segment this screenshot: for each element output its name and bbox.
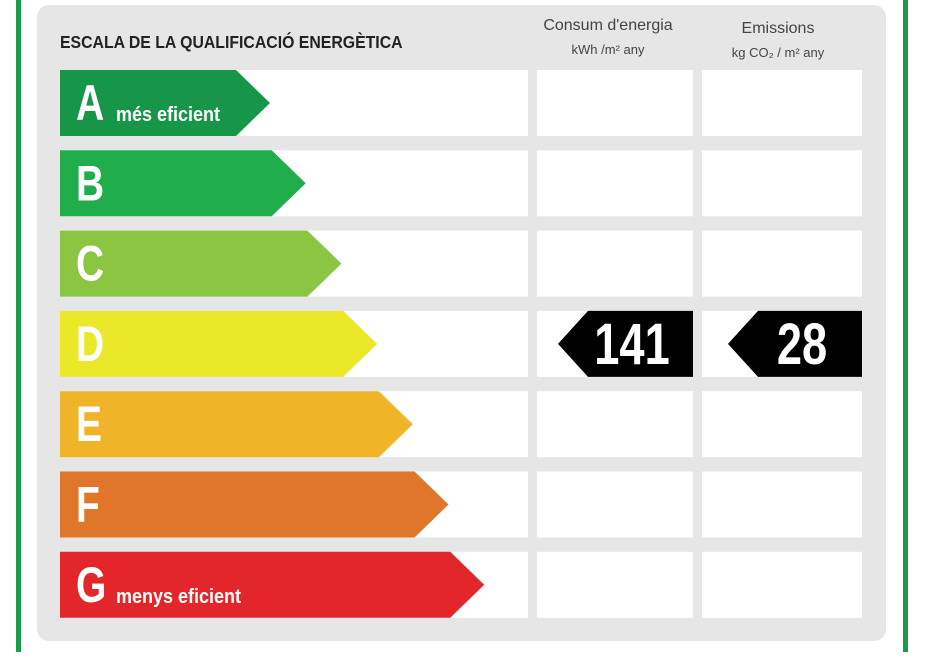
emissions-value: 28: [777, 313, 827, 378]
cell: [702, 230, 862, 297]
cell: [702, 391, 862, 458]
column-unit: kg CO₂ / m² any: [732, 45, 825, 60]
rating-note: menys eficient: [116, 586, 242, 608]
title: ESCALA DE LA QUALIFICACIÓ ENERGÈTICA: [60, 32, 403, 52]
cell: [537, 70, 693, 136]
value-pointer: [728, 310, 862, 377]
cell: [702, 70, 862, 136]
rating-letter: F: [76, 476, 100, 533]
rating-arrow: [60, 230, 342, 297]
rating-arrow: [60, 310, 378, 377]
rating-letter: G: [76, 556, 106, 613]
rating-letter: E: [76, 395, 102, 452]
rating-letter: C: [76, 235, 104, 292]
value-pointer: [558, 310, 693, 377]
column-unit: kWh /m² any: [572, 42, 645, 57]
cell: [702, 551, 862, 618]
column-label: Emissions: [742, 20, 815, 37]
rating-arrow: [60, 471, 449, 538]
cell: [537, 391, 693, 458]
rating-arrow: [60, 391, 413, 458]
border-right: [903, 0, 908, 652]
cell: [537, 471, 693, 538]
rating-note: més eficient: [116, 104, 221, 126]
rating-letter: D: [76, 315, 104, 372]
cell: [537, 150, 693, 217]
rating-arrow: [60, 70, 270, 136]
column-label: Consum d'energia: [543, 17, 672, 34]
rating-arrow: [60, 150, 306, 217]
cell: [702, 471, 862, 538]
rating-letter: A: [76, 74, 104, 131]
rating-letter: B: [76, 155, 104, 212]
consumption-value: 141: [594, 313, 669, 378]
rating-arrow: [60, 551, 485, 618]
cell: [537, 551, 693, 618]
cell: [537, 230, 693, 297]
cell: [702, 150, 862, 217]
border-left: [16, 0, 21, 652]
